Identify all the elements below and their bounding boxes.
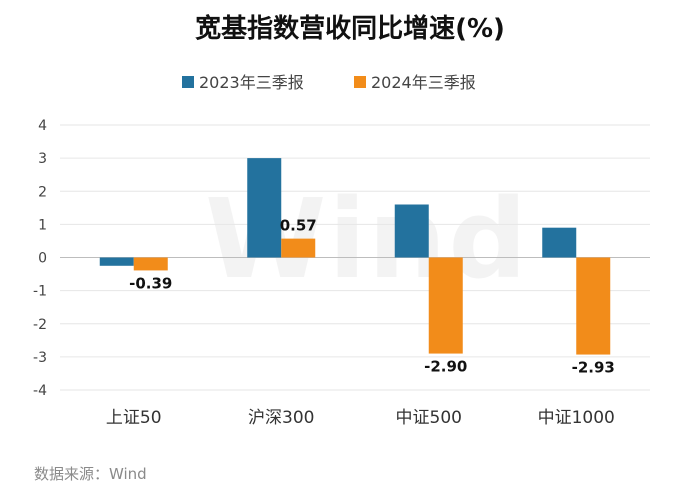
- bar-series2: [133, 257, 168, 271]
- data-label: -2.93: [572, 359, 615, 377]
- legend-label: 2024年三季报: [371, 73, 476, 92]
- y-tick-label: -2: [33, 317, 47, 333]
- label-layer: 上证50 -0.39 沪深300 0.57 中证500 -2.90 中证1000 -2.93: [106, 217, 615, 428]
- legend: 2023年三季报 2024年三季报: [182, 73, 476, 92]
- x-category-label: 沪深300: [248, 408, 314, 428]
- bar-series1: [99, 257, 134, 266]
- x-category-label: 中证500: [396, 408, 462, 428]
- bar-series1: [394, 204, 429, 258]
- bar-layer: [99, 158, 611, 355]
- legend-swatch: [354, 76, 366, 88]
- grid-layer: 4 3 2 1 0 -1 -2 -3 -4: [33, 118, 650, 399]
- y-tick-label: -3: [33, 350, 47, 366]
- y-tick-label: -1: [33, 284, 47, 300]
- source-note: 数据来源：Wind: [34, 465, 147, 483]
- y-tick-label: 2: [38, 184, 47, 200]
- bar-series1: [542, 227, 577, 258]
- data-label: -0.39: [129, 274, 172, 292]
- y-tick-label: -4: [33, 383, 47, 399]
- bar-series1: [247, 158, 282, 258]
- legend-swatch: [182, 76, 194, 88]
- bar-series2: [576, 257, 611, 355]
- y-tick-label: 4: [38, 118, 47, 134]
- y-tick-label: 1: [38, 217, 47, 233]
- y-tick-label: 0: [38, 251, 47, 267]
- x-category-label: 上证50: [106, 408, 162, 428]
- bar-series2: [281, 238, 316, 258]
- y-tick-label: 3: [38, 151, 47, 167]
- bar-series2: [428, 257, 463, 354]
- chart-title: 宽基指数营收同比增速(%): [195, 14, 505, 44]
- legend-label: 2023年三季报: [199, 73, 304, 92]
- x-category-label: 中证1000: [538, 408, 615, 428]
- data-label: -2.90: [424, 358, 467, 376]
- data-label: 0.57: [280, 217, 317, 235]
